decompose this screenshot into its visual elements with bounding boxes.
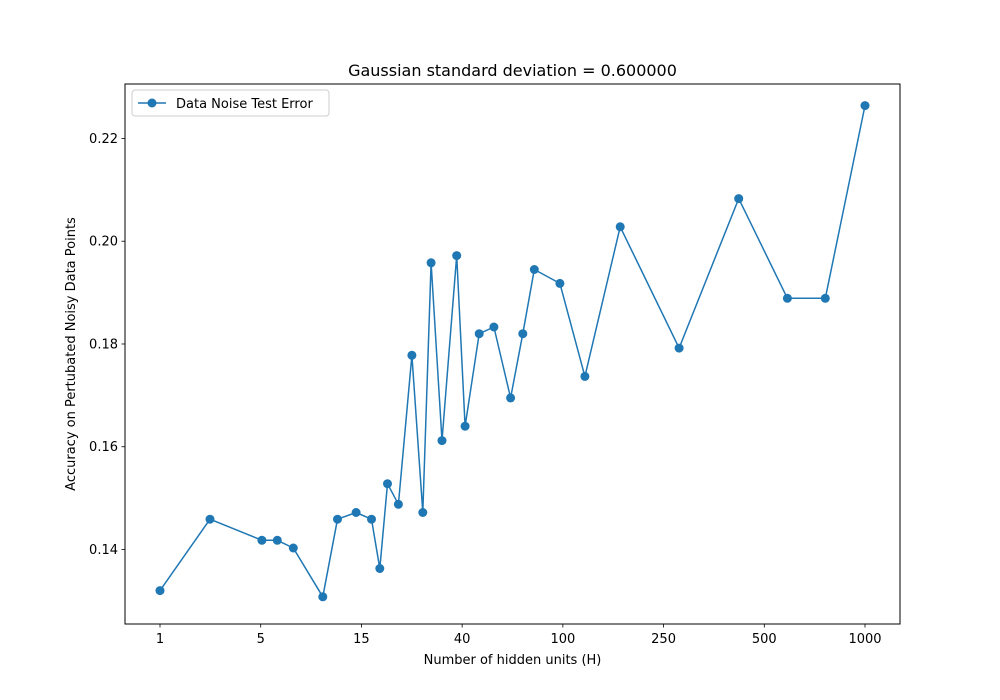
x-tick-label: 1 [156,632,164,647]
legend-entry-label: Data Noise Test Error [176,97,313,112]
data-point [205,514,215,524]
data-point [407,350,417,360]
data-point [460,421,470,431]
y-tick-label: 0.20 [89,235,118,250]
data-point [615,222,625,232]
data-point [437,436,447,446]
data-point [426,258,436,268]
data-point [272,535,282,545]
data-point [257,535,267,545]
legend-box [131,89,330,117]
data-point [860,101,870,111]
plot-frame [124,83,901,625]
x-tick-label: 100 [550,632,575,647]
data-point [782,293,792,303]
data-point [506,393,516,403]
data-point [518,329,528,339]
y-tick-label: 0.22 [89,132,118,147]
data-point [452,251,462,261]
x-tick-label: 1000 [848,632,881,647]
data-point [489,322,499,332]
chart-title: Gaussian standard deviation = 0.600000 [348,61,677,80]
data-point [351,508,361,517]
data-point [418,508,428,517]
x-tick-label: 500 [752,632,777,647]
x-tick-label: 5 [257,632,265,647]
data-point [288,543,298,553]
x-tick-label: 40 [454,632,471,647]
x-tick-label: 250 [651,632,676,647]
data-point [674,343,684,353]
y-tick-label: 0.16 [89,440,118,455]
data-point [580,371,590,381]
y-axis: 0.14 0.16 0.18 0.20 0.22 [89,132,125,558]
data-point [393,499,403,509]
x-axis: 1 5 15 40 100 250 500 1000 [156,624,882,647]
data-point [333,514,342,524]
x-tick-label: 15 [353,632,370,647]
y-axis-label: Accuracy on Pertubated Noisy Data Points [64,217,79,491]
data-point [155,586,165,596]
data-point [734,194,744,204]
data-point [474,329,484,339]
data-point [555,278,565,288]
legend: Data Noise Test Error [131,89,330,117]
data-point [318,592,328,602]
data-point [383,479,392,489]
series-layer [155,101,870,602]
data-point [820,293,830,303]
data-point [375,564,385,573]
x-axis-label: Number of hidden units (H) [424,653,602,668]
data-point [529,265,539,274]
data-point [367,514,376,524]
y-tick-label: 0.14 [89,543,118,558]
legend-marker-swatch [147,98,157,108]
y-tick-label: 0.18 [89,337,118,352]
